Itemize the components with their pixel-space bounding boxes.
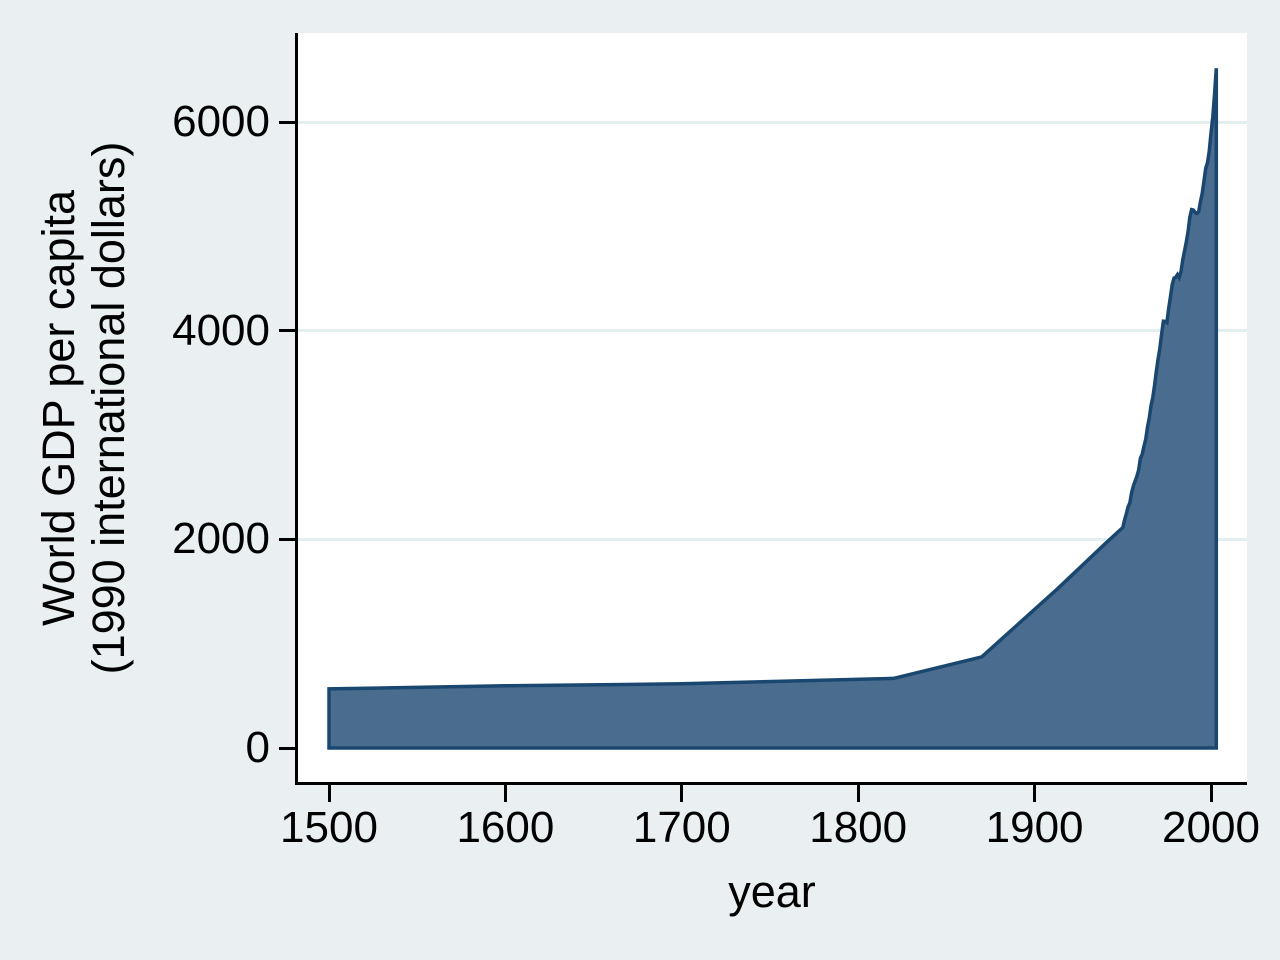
x-tick-1600	[503, 785, 507, 802]
y-tick-label-0: 0	[245, 723, 270, 772]
x-axis-title: year	[728, 866, 816, 917]
y-axis-line	[295, 33, 298, 785]
x-tick-label-2000: 2000	[1162, 803, 1260, 852]
x-tick-1500	[327, 785, 331, 802]
area-path	[327, 68, 1219, 750]
y-axis-title-line1: World GDP per capita	[33, 189, 84, 627]
x-tick-1900	[1033, 785, 1037, 802]
y-tick-label-4000: 4000	[172, 305, 270, 355]
x-tick-1800	[856, 785, 860, 802]
x-tick-1700	[680, 785, 684, 802]
y-tick-label-6000: 6000	[172, 97, 270, 146]
plot-area	[298, 33, 1247, 782]
y-tick-6000	[279, 120, 295, 124]
x-tick-label-1600: 1600	[456, 803, 555, 852]
y-tick-0	[279, 746, 295, 750]
y-tick-4000	[279, 329, 295, 333]
x-tick-2000	[1209, 785, 1213, 802]
x-tick-label-1700: 1700	[632, 803, 731, 852]
x-tick-label-1500: 1500	[280, 803, 378, 852]
y-tick-2000	[279, 537, 295, 541]
y-axis-title: World GDP per capita (1990 international…	[33, 141, 134, 675]
gridline-y-4000	[298, 329, 1247, 333]
x-axis-line	[295, 782, 1247, 785]
area-series	[327, 68, 1219, 750]
gridline-y-6000	[298, 120, 1247, 124]
y-tick-label-2000: 2000	[172, 514, 270, 564]
y-axis-title-line2: (1990 international dollars)	[83, 141, 134, 675]
x-tick-label-1800: 1800	[809, 803, 908, 852]
x-tick-label-1900: 1900	[985, 803, 1084, 852]
gridline-y-2000	[298, 537, 1247, 541]
